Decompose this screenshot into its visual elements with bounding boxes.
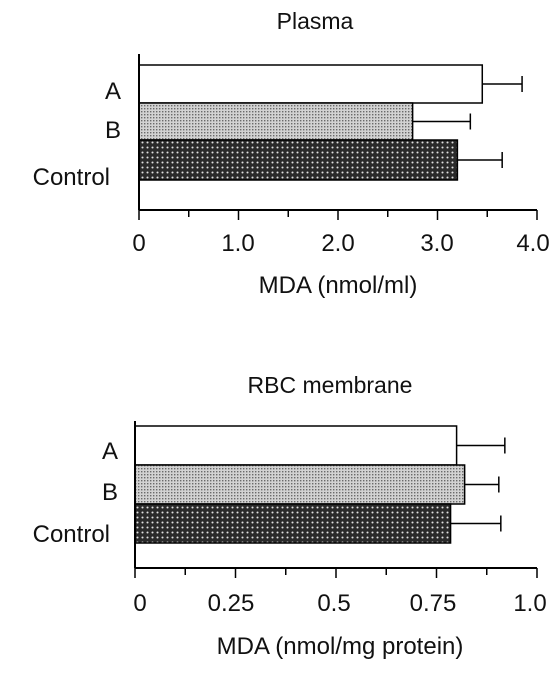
bar [138,102,414,141]
chart-plasma: Plasma A B Control 0 1.0 2.0 3.0 4.0 MDA… [33,8,550,299]
tick-label: 1.0 [513,590,546,617]
category-label: A [102,438,118,465]
bar [134,503,452,544]
category-label: B [105,117,121,144]
bar [134,464,466,505]
x-axis-title: MDA (nmol/mg protein) [217,633,464,660]
chart-title: RBC membrane [248,372,413,398]
x-axis-title: MDA (nmol/ml) [259,272,418,299]
bar [138,139,459,181]
tick-label: 0 [133,590,146,617]
category-label: Control [33,164,110,191]
category-label: A [105,78,121,105]
tick-label: 1.0 [221,230,254,257]
chart-rbc-membrane: RBC membrane A B Control 0 0.25 0.5 0.75… [33,372,547,660]
tick-label: 0.25 [208,590,255,617]
tick-label: 0.75 [410,590,457,617]
bar [134,425,458,466]
category-label: Control [33,521,110,548]
bar [138,64,484,104]
tick-label: 4.0 [516,230,549,257]
tick-label: 0 [132,230,145,257]
chart-title: Plasma [277,8,354,34]
category-label: B [102,479,118,506]
tick-label: 2.0 [321,230,354,257]
tick-label: 3.0 [420,230,453,257]
tick-label: 0.5 [317,590,350,617]
